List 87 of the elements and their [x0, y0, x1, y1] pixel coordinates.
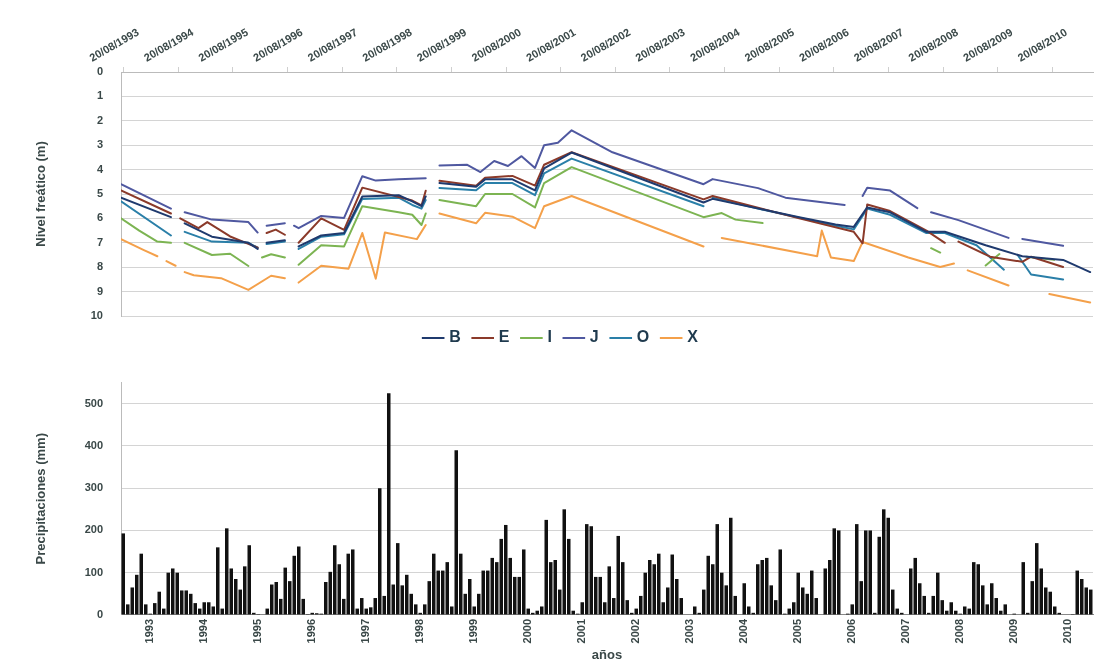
bar: [832, 528, 837, 615]
bar: [535, 610, 540, 615]
bar: [157, 591, 162, 615]
legend-label: J: [589, 328, 599, 346]
bar: [1075, 570, 1080, 615]
bar: [796, 572, 801, 615]
x-tick-label: 2008: [953, 618, 966, 644]
legend-label: O: [636, 328, 650, 346]
legend-label: I: [547, 328, 552, 346]
bar: [1003, 604, 1008, 615]
bar: [760, 560, 765, 615]
bar: [589, 526, 594, 615]
bar: [913, 557, 918, 615]
bar: [184, 590, 189, 615]
bar: [202, 602, 207, 615]
legend-label: E: [498, 328, 510, 346]
y-tick-label: 100: [84, 565, 103, 578]
x-tick-label: 1998: [413, 618, 426, 644]
bar: [1021, 562, 1026, 615]
bar: [553, 560, 558, 615]
y-tick-label: 200: [84, 523, 103, 536]
x-tick-label: 2002: [629, 618, 642, 644]
x-tick-label: 2000: [521, 618, 534, 644]
bar: [247, 545, 252, 615]
bar: [693, 606, 697, 615]
bar: [670, 554, 675, 615]
y-tick-label: 1: [96, 89, 103, 102]
y-tick-label: 9: [96, 284, 103, 297]
y-tick-label: 6: [96, 211, 103, 224]
y-axis-title: Precipitaciones (mm): [33, 433, 49, 565]
x-tick-label: 2007: [899, 618, 912, 644]
bar: [454, 450, 459, 615]
x-tick-label: 1994: [197, 618, 210, 644]
x-tick-label: 1995: [251, 618, 264, 644]
bar: [121, 533, 126, 615]
y-tick-label: 3: [96, 138, 103, 151]
y-tick-label: 0: [96, 65, 103, 78]
x-tick-label: 2001: [575, 618, 588, 644]
y-tick-label: 500: [84, 396, 103, 409]
bar: [715, 524, 720, 615]
bar: [607, 566, 612, 615]
bar: [949, 602, 954, 615]
bar: [976, 564, 981, 615]
x-tick-label: 1993: [143, 618, 156, 644]
y-tick-label: 5: [96, 187, 103, 200]
legend-label: B: [449, 328, 461, 346]
bar: [166, 572, 171, 615]
bar: [963, 606, 967, 615]
bar: [598, 576, 603, 615]
bar: [706, 555, 711, 615]
x-tick-label: 2010: [1061, 618, 1074, 644]
x-tick-label: 2005: [791, 618, 804, 644]
bar: [490, 557, 495, 615]
bar: [868, 530, 873, 615]
x-tick-label: 2006: [845, 618, 858, 644]
y-tick-label: 7: [96, 235, 103, 248]
bar: [445, 562, 450, 615]
y-tick-label: 10: [90, 309, 103, 322]
bar: [346, 553, 351, 615]
bar: [274, 581, 279, 615]
x-tick-label: 1996: [305, 618, 318, 644]
bar: [778, 549, 783, 615]
bar: [283, 567, 288, 615]
bar: [1034, 543, 1039, 615]
x-axis-title: años: [591, 646, 623, 662]
bar: [742, 583, 747, 615]
bar: [139, 553, 144, 615]
bar: [544, 519, 549, 615]
bar: [1088, 589, 1093, 615]
y-tick-label: 0: [96, 607, 103, 620]
x-tick-label: 1999: [467, 618, 480, 644]
legend-label: X: [687, 328, 699, 346]
bar: [481, 570, 486, 615]
bar: [1048, 591, 1053, 615]
bar: [616, 535, 621, 615]
y-tick-label: 400: [84, 438, 103, 451]
y-tick-label: 8: [96, 260, 103, 273]
x-tick-label: 2009: [1007, 618, 1020, 644]
x-tick-label: 1997: [359, 618, 372, 644]
y-axis-title: Nivel freático (m): [33, 141, 49, 247]
x-tick-label: 2004: [737, 618, 750, 644]
y-tick-label: 2: [96, 113, 103, 126]
bar: [562, 509, 567, 615]
y-tick-label: 300: [84, 481, 103, 494]
y-tick-label: 4: [96, 162, 104, 175]
x-tick-label: 2003: [683, 618, 696, 644]
bar: [175, 572, 180, 615]
